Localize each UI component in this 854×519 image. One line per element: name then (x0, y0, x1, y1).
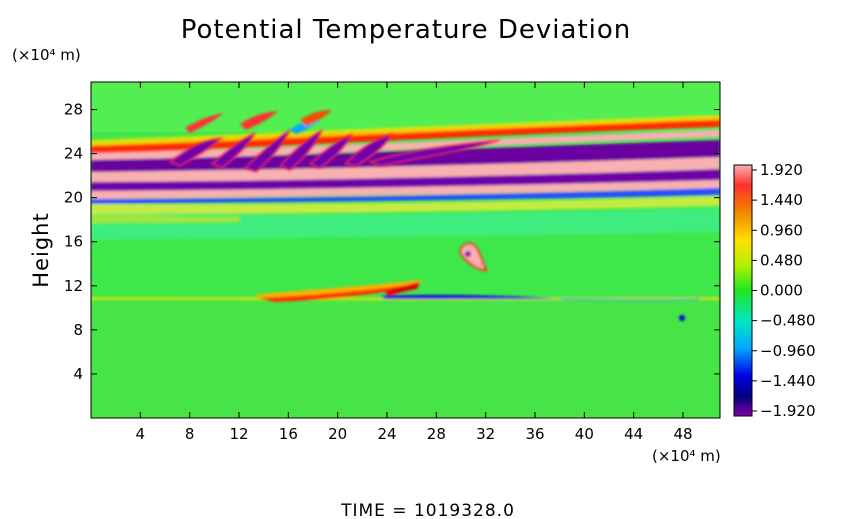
x-axis: 4 8 12 16 20 24 28 32 36 40 44 48 (136, 82, 693, 443)
y-unit-label: (×10⁴ m) (12, 46, 81, 64)
colorbar-tick-label: −0.480 (760, 312, 816, 330)
colorbar-tick-label: 0.480 (760, 251, 803, 269)
x-tick-label: 36 (525, 425, 544, 443)
colorbar-tick-label: 0.000 (760, 282, 803, 300)
y-tick-label: 8 (73, 321, 83, 339)
colorbar-tick-label: −1.920 (760, 402, 816, 420)
colorbar-tick-label: −0.960 (760, 342, 816, 360)
y-axis-label: Height (29, 212, 53, 287)
colorbar-tick-label: 1.920 (760, 161, 803, 179)
colorbar-tick-label: 1.440 (760, 191, 803, 209)
x-tick-label: 44 (624, 425, 643, 443)
x-tick-label: 24 (377, 425, 396, 443)
y-tick-label: 4 (73, 365, 83, 383)
y-axis: 4 8 12 16 20 24 28 (64, 101, 720, 383)
x-tick-label: 28 (427, 425, 446, 443)
x-tick-label: 16 (279, 425, 298, 443)
x-tick-label: 20 (328, 425, 347, 443)
colorbar (733, 164, 753, 417)
y-tick-label: 20 (64, 189, 83, 207)
y-tick-label: 28 (64, 101, 83, 119)
chart-title: Potential Temperature Deviation (181, 15, 632, 45)
colorbar-axis: 1.920 1.440 0.960 0.480 0.000 −0.480 −0.960 −1.… (752, 161, 816, 420)
colorbar-tick-label: 0.960 (760, 221, 803, 239)
x-tick-label: 12 (229, 425, 248, 443)
plot-frame (90, 81, 721, 419)
x-unit-label: (×10⁴ m) (652, 447, 721, 465)
y-tick-label: 16 (64, 233, 83, 251)
x-tick-label: 32 (476, 425, 495, 443)
x-tick-label: 4 (136, 425, 146, 443)
heatmap-field (91, 82, 720, 418)
colorbar-tick-label: −1.440 (760, 372, 816, 390)
x-tick-label: 8 (185, 425, 195, 443)
y-tick-label: 24 (64, 145, 83, 163)
time-label: TIME = 1019328.0 (340, 501, 515, 519)
x-tick-label: 48 (673, 425, 692, 443)
y-tick-label: 12 (64, 277, 83, 295)
x-tick-label: 40 (575, 425, 594, 443)
